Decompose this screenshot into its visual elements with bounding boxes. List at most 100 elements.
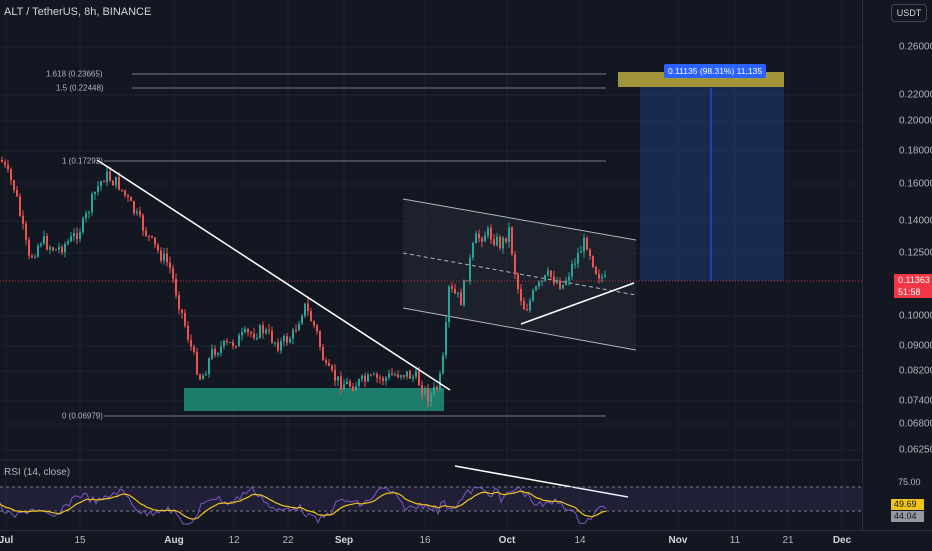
candle-body	[490, 227, 492, 240]
candle-body	[403, 375, 405, 377]
candle-body	[265, 329, 267, 334]
candle-body	[604, 275, 606, 277]
candle-body	[364, 375, 366, 382]
candle-body	[499, 236, 501, 249]
candle-body	[493, 239, 495, 246]
candle-body	[340, 376, 342, 390]
candle-body	[217, 353, 219, 356]
current-price-value: 0.11363	[898, 275, 930, 285]
candle-body	[580, 251, 582, 253]
candle-body	[7, 164, 9, 170]
candle-body	[151, 235, 153, 238]
price-axis[interactable]: USDT 0.26000 0.22000 0.20000 0.18000 0.16000…	[862, 0, 932, 530]
candle-body	[169, 262, 171, 269]
rsi-indicator-label[interactable]: RSI (14, close)	[4, 467, 71, 478]
candle-body	[187, 325, 189, 340]
candle-body	[40, 243, 42, 246]
candle-body	[304, 303, 306, 316]
price-tick: 0.18000	[899, 145, 932, 157]
candle-body	[577, 252, 579, 264]
price-tick: 0.14000	[899, 215, 932, 227]
candle-body	[127, 195, 129, 198]
symbol-title: ALT / TetherUS, 8h, BINANCE	[4, 6, 152, 18]
candle-body	[223, 340, 225, 347]
candle-body	[259, 325, 261, 339]
candle-body	[238, 335, 240, 347]
candle-body	[10, 169, 12, 181]
channel-mid	[402, 252, 637, 296]
candle-body	[535, 286, 537, 291]
candle-body	[397, 374, 399, 378]
time-tick: Jul	[0, 535, 14, 546]
candle-body	[379, 377, 381, 379]
time-tick: 11	[729, 535, 741, 546]
candle-body	[262, 325, 264, 334]
price-chart[interactable]	[0, 0, 862, 530]
candle-body	[514, 254, 516, 275]
candle-body	[412, 376, 414, 379]
candle-body	[292, 329, 294, 339]
time-tick: Sep	[334, 535, 354, 546]
candle-body	[124, 190, 126, 196]
currency-button[interactable]: USDT	[891, 4, 927, 22]
candle-body	[289, 338, 291, 343]
rsi-ma-line	[0, 490, 607, 520]
candle-body	[286, 336, 288, 343]
candle-body	[562, 284, 564, 289]
trendline-support	[520, 282, 635, 325]
candle-body	[421, 385, 423, 394]
candle-body	[37, 245, 39, 257]
candle-body	[322, 346, 324, 361]
candle-body	[118, 177, 120, 190]
candle-body	[511, 227, 513, 255]
time-tick: Dec	[832, 535, 852, 546]
candle-body	[505, 237, 507, 242]
channel-fill	[403, 199, 636, 350]
candle-body	[526, 309, 528, 311]
candle-body	[418, 371, 420, 386]
candle-body	[391, 373, 393, 376]
candle-body	[574, 263, 576, 265]
candle-body	[523, 301, 525, 310]
candle-body	[598, 274, 600, 279]
candle-body	[472, 243, 474, 258]
candle-body	[586, 237, 588, 250]
channel-upper	[402, 198, 637, 241]
candle-body	[208, 358, 210, 374]
candle-body	[106, 171, 108, 183]
candle-body	[352, 386, 354, 391]
candle-body	[547, 270, 549, 276]
candle-body	[487, 227, 489, 236]
candle-body	[130, 197, 132, 202]
bar-countdown: 51:58	[898, 287, 921, 297]
candle-body	[328, 363, 330, 366]
candle-body	[496, 236, 498, 246]
candle-body	[463, 280, 465, 306]
candle-body	[388, 373, 390, 378]
rsi-ma-badge: 44.04	[891, 511, 924, 522]
time-tick: 22	[282, 535, 294, 546]
time-axis[interactable]: Jul 15 Aug 12 22 Sep 16 Oct 14 Nov 11 21 Dec	[0, 530, 932, 551]
candle-body	[226, 340, 228, 343]
price-tick: 0.16000	[899, 178, 932, 190]
rsi-band	[0, 487, 862, 511]
candle-body	[517, 274, 519, 289]
candle-body	[64, 243, 66, 253]
candle-body	[22, 215, 24, 224]
candle-body	[415, 371, 417, 377]
candle-body	[556, 280, 558, 284]
candle-body	[355, 386, 357, 391]
candle-body	[400, 375, 402, 378]
candle-body	[94, 191, 96, 194]
candle-body	[436, 386, 438, 389]
candle-body	[295, 329, 297, 331]
time-tick: 12	[228, 535, 240, 546]
candle-body	[457, 292, 459, 294]
candle-body	[331, 365, 333, 370]
candle-body	[97, 186, 99, 192]
fib-label: 1 (0.17292)	[62, 156, 103, 166]
candle-body	[277, 342, 279, 351]
candle-body	[73, 233, 75, 237]
price-tick: 0.20000	[899, 115, 932, 127]
candle-body	[424, 388, 426, 394]
